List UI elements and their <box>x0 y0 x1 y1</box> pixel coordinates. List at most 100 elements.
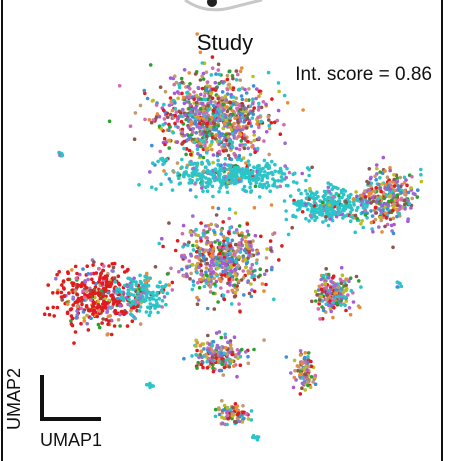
scatter-point <box>332 285 336 289</box>
scatter-point <box>246 159 251 163</box>
scatter-point <box>286 232 291 237</box>
scatter-point <box>210 257 215 261</box>
scatter-point <box>347 279 351 284</box>
scatter-point <box>52 314 56 318</box>
scatter-point <box>299 191 303 196</box>
scatter-point <box>309 375 314 379</box>
scatter-point <box>134 282 139 287</box>
scatter-point <box>264 256 269 260</box>
scatter-point <box>359 193 364 198</box>
scatter-point <box>225 105 229 109</box>
scatter-point <box>149 120 154 125</box>
scatter-point <box>198 343 203 348</box>
scatter-point <box>210 147 214 152</box>
scatter-point <box>225 413 230 418</box>
scatter-point <box>101 292 105 296</box>
scatter-point <box>98 277 102 282</box>
scatter-point <box>331 199 336 204</box>
scatter-point <box>194 250 199 254</box>
scatter-point <box>240 420 245 424</box>
scatter-point <box>107 264 111 268</box>
scatter-point <box>106 314 111 319</box>
scatter-point <box>160 284 164 289</box>
scatter-point <box>188 82 192 86</box>
scatter-point <box>189 233 194 237</box>
scatter-point <box>205 359 209 364</box>
scatter-point <box>327 203 332 207</box>
scatter-point <box>226 163 230 167</box>
scatter-point <box>137 309 142 313</box>
scatter-point <box>189 110 193 114</box>
scatter-point <box>402 202 407 207</box>
scatter-point <box>326 272 331 277</box>
scatter-point <box>189 152 193 157</box>
scatter-point <box>267 171 271 176</box>
scatter-point <box>220 90 225 94</box>
scatter-point <box>232 181 237 186</box>
scatter-point <box>179 76 184 81</box>
scatter-point <box>217 330 222 334</box>
scatter-point <box>247 121 251 126</box>
scatter-point <box>222 242 226 246</box>
scatter-point <box>223 162 227 167</box>
scatter-point <box>217 407 221 412</box>
scatter-point <box>194 267 198 271</box>
scatter-point <box>374 163 379 167</box>
scatter-point <box>198 50 203 55</box>
scatter-point <box>182 139 187 144</box>
scatter-point <box>145 271 149 276</box>
scatter-point <box>182 101 187 106</box>
scatter-point <box>240 167 245 171</box>
scatter-point <box>129 292 133 297</box>
scatter-point <box>168 125 172 129</box>
scatter-point <box>321 273 326 278</box>
scatter-point <box>242 120 246 124</box>
scatter-point <box>395 198 400 203</box>
scatter-point <box>69 319 73 323</box>
scatter-point <box>182 146 186 151</box>
scatter-point <box>62 294 66 298</box>
scatter-point <box>182 68 187 72</box>
scatter-point <box>70 316 75 321</box>
scatter-point <box>334 301 339 305</box>
scatter-point <box>419 167 423 172</box>
scatter-point <box>186 243 190 247</box>
scatter-point <box>118 324 122 328</box>
scatter-point <box>164 302 168 307</box>
scatter-point <box>310 165 314 170</box>
scatter-point <box>84 289 89 294</box>
scatter-point <box>228 86 233 90</box>
scatter-point <box>344 205 348 210</box>
scatter-point <box>167 283 171 287</box>
scatter-point <box>211 194 215 199</box>
scatter-point <box>239 278 244 282</box>
scatter-point <box>220 399 224 403</box>
scatter-point <box>157 241 161 246</box>
scatter-point <box>231 178 235 182</box>
scatter-point <box>341 207 345 212</box>
scatter-point <box>306 355 310 359</box>
scatter-point <box>269 248 273 252</box>
scatter-point <box>308 186 312 191</box>
scatter-point <box>192 90 196 94</box>
scatter-point <box>330 218 335 223</box>
cluster-8 <box>182 330 256 379</box>
scatter-point <box>242 146 247 151</box>
scatter-point <box>304 189 308 193</box>
scatter-point <box>246 280 250 285</box>
scatter-point <box>241 269 245 273</box>
scatter-point <box>367 167 372 171</box>
scatter-point <box>257 94 261 99</box>
scatter-point <box>207 107 211 112</box>
scatter-point <box>257 101 261 106</box>
scatter-point <box>232 335 237 340</box>
scatter-point <box>272 297 276 302</box>
scatter-points <box>42 32 424 442</box>
scatter-point <box>308 214 313 218</box>
scatter-point <box>106 322 110 327</box>
scatter-point <box>200 86 205 91</box>
scatter-point <box>242 184 247 189</box>
scatter-point <box>184 165 189 170</box>
scatter-point <box>91 280 96 285</box>
chart-title: Study <box>196 30 254 55</box>
